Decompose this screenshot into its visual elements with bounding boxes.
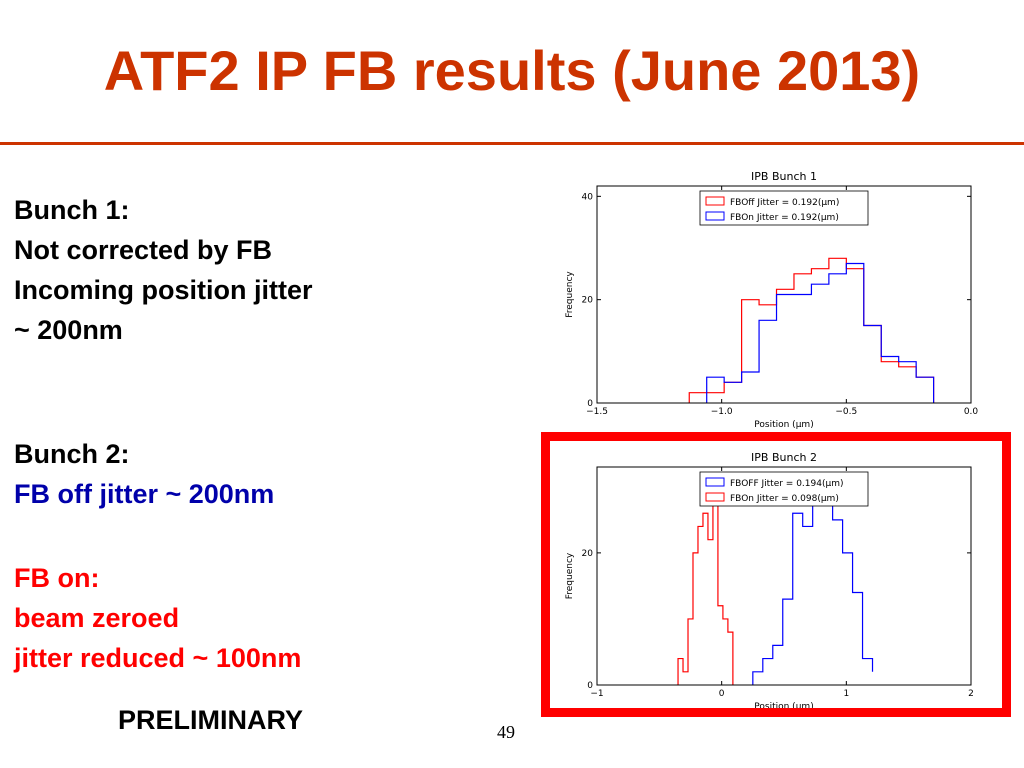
x-tick-label: 2: [968, 689, 974, 699]
legend-label: FBOFF Jitter = 0.194(μm): [730, 479, 843, 489]
legend: FBOFF Jitter = 0.194(μm) FBOn Jitter = 0.…: [699, 471, 869, 507]
x-axis-label: Position (μm): [754, 702, 813, 712]
bunch1-line-4: ~ 200nm: [14, 315, 123, 345]
legend-swatch: [705, 492, 725, 502]
bunch1-text-block: Bunch 1: Not corrected by FB Incoming po…: [14, 190, 313, 350]
x-tick-label: 0.0: [964, 407, 979, 417]
fb-on-line-3: jitter reduced ~ 100nm: [14, 643, 302, 673]
x-tick-label: −1: [590, 689, 603, 699]
y-axis-label: Frequency: [565, 552, 575, 599]
x-tick-label: 0: [719, 689, 725, 699]
y-tick-label: 0: [587, 399, 593, 409]
legend: FBOff Jitter = 0.192(μm) FBOn Jitter = 0.…: [699, 190, 869, 226]
bunch2-heading: Bunch 2:: [14, 439, 130, 469]
plot-frame: [596, 466, 972, 686]
y-tick-label: 20: [582, 549, 594, 559]
plot-frame: [596, 185, 972, 404]
chart-title: IPB Bunch 1: [751, 170, 817, 183]
x-axis-label: Position (μm): [754, 420, 813, 430]
y-tick-label: 40: [582, 192, 594, 202]
bunch1-line-3: Incoming position jitter: [14, 275, 313, 305]
chart-title: IPB Bunch 2: [751, 451, 817, 464]
fb-off-jitter-text: FB off jitter ~ 200nm: [14, 479, 275, 509]
page-number: 49: [497, 722, 515, 742]
histogram-series-2: [706, 262, 935, 403]
fb-on-heading: FB on:: [14, 563, 100, 593]
legend-label: FBOn Jitter = 0.192(μm): [730, 213, 839, 223]
legend-swatch: [705, 477, 725, 487]
y-axis-label: Frequency: [565, 271, 575, 318]
highlight-box: [541, 432, 1011, 717]
x-tick-label: −1.0: [711, 407, 733, 417]
legend-swatch: [705, 211, 725, 221]
bunch1-line-2: Not corrected by FB: [14, 235, 273, 265]
histogram-series-1: [752, 499, 874, 685]
preliminary-label: PRELIMINARY: [118, 705, 304, 735]
fb-on-text-block: FB on: beam zeroed jitter reduced ~ 100n…: [14, 558, 301, 678]
histogram-series-2: [677, 499, 734, 685]
slide-title: ATF2 IP FB results (June 2013): [103, 39, 921, 102]
y-tick-label: 20: [582, 296, 594, 306]
x-tick-label: 1: [843, 689, 849, 699]
fb-on-line-2: beam zeroed: [14, 603, 180, 633]
legend-box: [699, 190, 869, 226]
histogram-series-1: [688, 257, 935, 403]
legend-box: [699, 471, 869, 507]
legend-label: FBOn Jitter = 0.098(μm): [730, 494, 839, 504]
y-tick-label: 0: [587, 681, 593, 691]
x-tick-label: −1.5: [586, 407, 608, 417]
legend-label: FBOff Jitter = 0.192(μm): [730, 198, 839, 208]
legend-swatch: [705, 196, 725, 206]
x-tick-label: −0.5: [835, 407, 857, 417]
bunch1-histogram: IPB Bunch 1 −1.5 −1.0 −0.5 0.0 0 20 40 Position …: [565, 170, 979, 430]
bunch1-heading: Bunch 1:: [14, 195, 130, 225]
title-divider: [0, 142, 1024, 145]
